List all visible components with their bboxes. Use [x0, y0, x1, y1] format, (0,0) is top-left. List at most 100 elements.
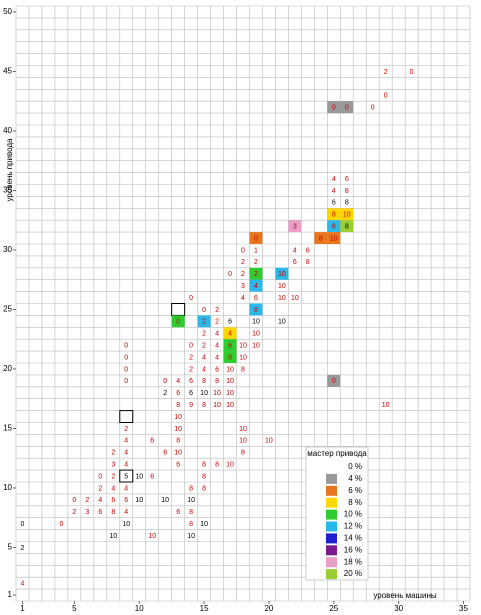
x-tick-label: 25 [329, 604, 338, 613]
cell-value: 8 [202, 485, 206, 492]
cell-value: 10 [278, 319, 286, 326]
cell-value: 10 [226, 461, 234, 468]
cell-value: 0 [124, 354, 128, 361]
legend-label: 12 % [344, 522, 362, 531]
y-tick-label: 35 [3, 186, 12, 195]
cell-value: 8 [202, 402, 206, 409]
cell-value: 10 [187, 497, 195, 504]
cell-outline [171, 303, 186, 316]
cell-value: 6 [111, 497, 115, 504]
cell-value: 2 [241, 259, 245, 266]
cell-value: 2 [254, 259, 258, 266]
legend: мастер привода 0 % 4 % 6 % 8 % 10 % 12 % 14 % 16… [305, 446, 369, 581]
cell-value: 2 [215, 319, 219, 326]
cell-fill [327, 208, 341, 221]
legend-title: мастер привода [307, 449, 367, 458]
cell-value: 6 [176, 461, 180, 468]
cell-value: 4 [215, 331, 219, 338]
cell-value: 10 [343, 212, 351, 219]
cell-value: 0 [176, 319, 180, 326]
cell-value: 3 [293, 223, 297, 230]
cell-value: 10 [174, 450, 182, 457]
cell-value: 0 [72, 497, 76, 504]
cell-fill [288, 220, 302, 233]
cell-value: 0 [21, 521, 25, 528]
cell-value: 6 [176, 390, 180, 397]
cell-value: 6 [345, 176, 349, 183]
cell-value: 8 [332, 223, 336, 230]
legend-swatch [326, 497, 337, 508]
y-tick-label: 1 [8, 590, 13, 599]
cell-value: 2 [124, 426, 128, 433]
legend-swatch [326, 509, 337, 520]
cell-value: 1 [254, 247, 258, 254]
cell-value: 6 [254, 295, 258, 302]
cell-fill [171, 315, 185, 328]
cell-value: 8 [241, 366, 245, 373]
cell-value: 4 [228, 331, 232, 338]
cell-value: 2 [202, 319, 206, 326]
cell-value: 10 [278, 283, 286, 290]
y-tick-label: 10 [3, 483, 12, 492]
y-axis-label: уровень привода [5, 138, 14, 202]
cell-fill [223, 339, 237, 352]
legend-label: 10 % [344, 510, 362, 519]
cell-value: 10 [252, 331, 260, 338]
cell-value: 10 [161, 497, 169, 504]
cell-value: 0 [241, 247, 245, 254]
cell-value: 10 [239, 342, 247, 349]
legend-swatch [326, 545, 337, 556]
cell-fill [275, 267, 289, 280]
cell-value: 8 [202, 378, 206, 385]
cell-value: 10 [109, 533, 117, 540]
y-tick-label: 50 [3, 7, 12, 16]
cell-value: 8 [215, 378, 219, 385]
cell-value: 8 [189, 485, 193, 492]
cell-value: 8 [332, 212, 336, 219]
cell-value: 4 [332, 188, 336, 195]
cell-value: 9 [189, 402, 193, 409]
legend-swatch [326, 521, 337, 532]
cell-value: 4 [202, 354, 206, 361]
cell-value: 10 [330, 235, 338, 242]
cell-value: 10 [213, 390, 221, 397]
x-tick-label: 1 [20, 604, 25, 613]
cell-value: 0 [202, 307, 206, 314]
cell-value: 6 [332, 200, 336, 207]
cell-fill [223, 327, 237, 340]
y-tick-label: 25 [3, 305, 12, 314]
cell-value: 6 [306, 247, 310, 254]
cell-value: 2 [254, 271, 258, 278]
cell-value: 10 [239, 354, 247, 361]
cell-value: 10 [135, 497, 143, 504]
cell-value: 0 [254, 235, 258, 242]
cell-value: 10 [174, 426, 182, 433]
cell-value: 10 [226, 366, 234, 373]
y-tick-label: 45 [3, 67, 12, 76]
cell-fill [197, 315, 211, 328]
cell-value: 2 [384, 69, 388, 76]
cell-value: 6 [150, 438, 154, 445]
x-tick-label: 35 [459, 604, 468, 613]
cell-value: 2 [21, 545, 25, 552]
cell-value: 8 [306, 259, 310, 266]
cell-value: 10 [239, 426, 247, 433]
legend-label: 20 % [344, 569, 362, 578]
cell-value: 2 [111, 450, 115, 457]
cell-fill [249, 303, 263, 316]
cell-fill [327, 220, 341, 233]
cell-value: 0 [410, 69, 414, 76]
cell-value: 4 [124, 438, 128, 445]
cell-value: 5 [124, 473, 128, 480]
cell-value: 4 [241, 295, 245, 302]
cell-value: 4 [21, 580, 25, 587]
cell-value: 2 [241, 271, 245, 278]
cell-fill [249, 267, 263, 280]
cell-value: 2 [98, 485, 102, 492]
legend-swatch [326, 473, 337, 484]
cell-value: 8 [111, 509, 115, 516]
cell-value: 0 [59, 521, 63, 528]
cell-value: 4 [215, 342, 219, 349]
legend-label: 8 % [348, 498, 362, 507]
